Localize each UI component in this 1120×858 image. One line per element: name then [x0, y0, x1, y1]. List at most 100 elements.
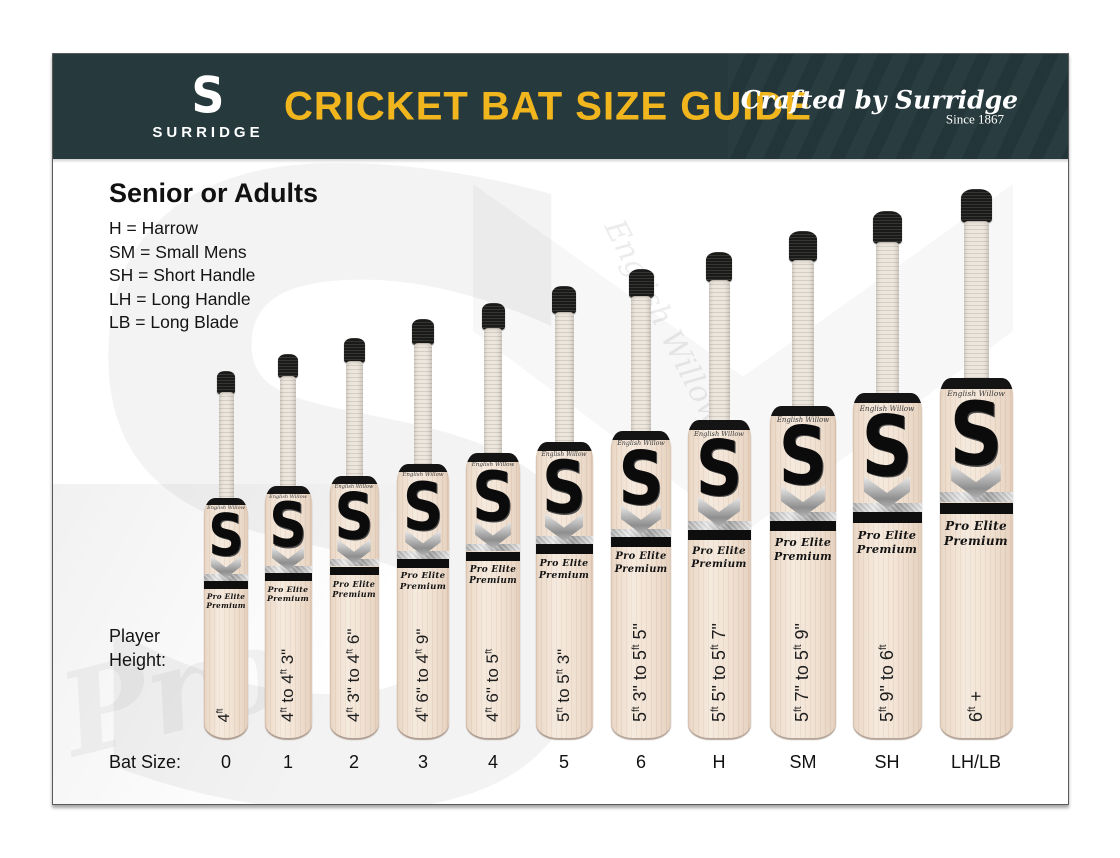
- bat-knob: [872, 211, 902, 244]
- black-band: [687, 530, 751, 541]
- bat: English Willow S Pro Elite Premium 4ft: [204, 371, 248, 738]
- blade-shoulder-band: [397, 464, 449, 473]
- english-willow-label: English Willow: [207, 505, 245, 512]
- bat-handle: [414, 343, 432, 476]
- black-band: [397, 558, 449, 568]
- blade-shoulder-band: [329, 476, 379, 484]
- surridge-bat-logo-icon: S: [208, 501, 244, 570]
- surridge-s-icon: S: [191, 65, 225, 125]
- player-height-value: 4ft 6" to 5ft: [483, 648, 502, 722]
- surridge-bat-logo-icon: S: [861, 397, 913, 496]
- black-band: [329, 566, 379, 576]
- player-height-value: 4ft 3" to 4ft 6": [343, 628, 363, 722]
- bat-knob: [628, 269, 654, 298]
- model-name: Pro Elite Premium: [691, 544, 747, 570]
- english-willow-label: English Willow: [617, 440, 665, 448]
- surridge-bat-logo-icon: S: [778, 411, 828, 505]
- bat-blade: English Willow S Pro Elite Premium 4ft 3…: [329, 476, 379, 738]
- bat-blade: English Willow S Pro Elite Premium 5ft 9…: [852, 393, 922, 738]
- blade-shoulder-band: [611, 431, 671, 441]
- crafted-by-block: Crafted by Surridge Since 1867: [741, 87, 1018, 126]
- bat-blade: English Willow S Pro Elite Premium 4ft t…: [264, 486, 312, 738]
- english-willow-label: English Willow: [859, 403, 915, 413]
- legend-item: LB = Long Blade: [109, 312, 239, 332]
- bat-handle: [218, 392, 234, 510]
- model-name: Pro Elite Premium: [399, 571, 447, 593]
- black-band: [466, 551, 520, 561]
- header: S SURRIDGE CRICKET BAT SIZE GUIDE Crafte…: [53, 54, 1068, 159]
- bat: English Willow S Pro Elite Premium 5ft t…: [535, 286, 593, 738]
- bat-knob: [343, 338, 365, 363]
- bat-knob: [789, 231, 817, 262]
- bat-knob: [412, 319, 434, 345]
- player-height-value: 5ft 3" to 5ft 5": [630, 623, 650, 722]
- bat-size-label: H: [712, 752, 726, 772]
- blade-shoulder-band: [204, 498, 248, 506]
- legend-item: LH = Long Handle: [109, 288, 251, 309]
- bat: English Willow S Pro Elite Premium 5ft 5…: [687, 252, 751, 738]
- english-willow-label: English Willow: [947, 389, 1005, 399]
- page-title: CRICKET BAT SIZE GUIDE: [284, 84, 812, 128]
- bat-size-label: LH/LB: [950, 752, 1002, 772]
- bat-handle: [280, 376, 296, 498]
- surridge-bat-logo-icon: S: [695, 425, 743, 514]
- bat-blade: English Willow S Pro Elite Premium 5ft 7…: [770, 406, 836, 738]
- legend: H = Harrow SM = Small Mens SH = Short Ha…: [109, 217, 255, 335]
- bat-handle: [631, 296, 651, 443]
- black-band: [852, 512, 922, 524]
- header-grip-texture: [728, 54, 1068, 159]
- surridge-logo: S SURRIDGE: [108, 54, 308, 159]
- bat-blade: English Willow S Pro Elite Premium 4ft: [204, 498, 248, 738]
- model-name: Pro Elite Premium: [538, 558, 590, 581]
- bat-blade: English Willow S Pro Elite Premium 4ft 6…: [466, 453, 520, 738]
- blade-shoulder-band: [535, 442, 593, 451]
- bat-knob: [960, 189, 992, 223]
- player-height-value: 5ft 5" to 5ft 7": [708, 623, 729, 722]
- legend-item: H = Harrow: [109, 218, 198, 238]
- bat-size-label: 4: [487, 752, 498, 772]
- english-willow-label: English Willow: [776, 416, 830, 425]
- bat-size-label: SH: [874, 752, 900, 772]
- legend-item: SM = Small Mens: [109, 241, 247, 262]
- bat-handle: [792, 260, 814, 418]
- surridge-bat-logo-icon: S: [542, 446, 586, 531]
- english-willow-label: English Willow: [269, 493, 307, 500]
- black-band: [770, 520, 836, 532]
- model-name: Pro Elite Premium: [332, 578, 376, 599]
- bat: English Willow S Pro Elite Premium 5ft 3…: [611, 269, 671, 738]
- model-name: Pro Elite Premium: [614, 551, 668, 575]
- bat-blade: English Willow S Pro Elite Premium 5ft t…: [535, 442, 593, 738]
- bat-handle: [963, 221, 989, 390]
- surridge-bat-logo-icon: S: [472, 457, 514, 538]
- surridge-bat-logo-icon: S: [949, 383, 1003, 485]
- bat-size-label: 3: [417, 752, 428, 772]
- model-name: Pro Elite Premium: [774, 536, 832, 563]
- bat: English Willow S Pro Elite Premium 4ft 6…: [397, 319, 449, 738]
- surridge-bat-logo-icon: S: [334, 479, 374, 555]
- model-name: Pro Elite Premium: [856, 528, 918, 557]
- bat: English Willow S Pro Elite Premium 5ft 7…: [770, 231, 836, 738]
- bat-handle: [345, 361, 363, 488]
- black-band: [939, 502, 1013, 515]
- bat: English Willow S Pro Elite Premium 4ft t…: [264, 354, 312, 738]
- bat-handle: [875, 242, 899, 405]
- bat: English Willow S Pro Elite Premium 4ft 6…: [466, 303, 520, 738]
- player-height-heading: Player Height:: [109, 626, 167, 670]
- poster: S English Willow Pro S SURRIDGE CRICKET …: [52, 53, 1069, 805]
- bat-knob: [481, 303, 505, 330]
- english-willow-label: English Willow: [402, 472, 444, 479]
- bat-size-label: 5: [558, 752, 569, 772]
- bat-size-label: 0: [220, 752, 231, 772]
- bat-handle: [554, 312, 574, 454]
- brand-name: SURRIDGE: [152, 124, 264, 141]
- black-band: [535, 544, 593, 554]
- player-height-value: 4ft: [214, 708, 233, 722]
- section-heading: Senior or Adults: [109, 178, 319, 208]
- legend-item: SH = Short Handle: [109, 265, 256, 285]
- bat-size-label: 6: [635, 752, 646, 772]
- blade-shoulder-band: [770, 406, 836, 416]
- model-name: Pro Elite Premium: [267, 584, 309, 604]
- bat-knob: [217, 371, 235, 394]
- bat-knob: [278, 354, 298, 378]
- player-height-value: 6ft +: [965, 690, 986, 722]
